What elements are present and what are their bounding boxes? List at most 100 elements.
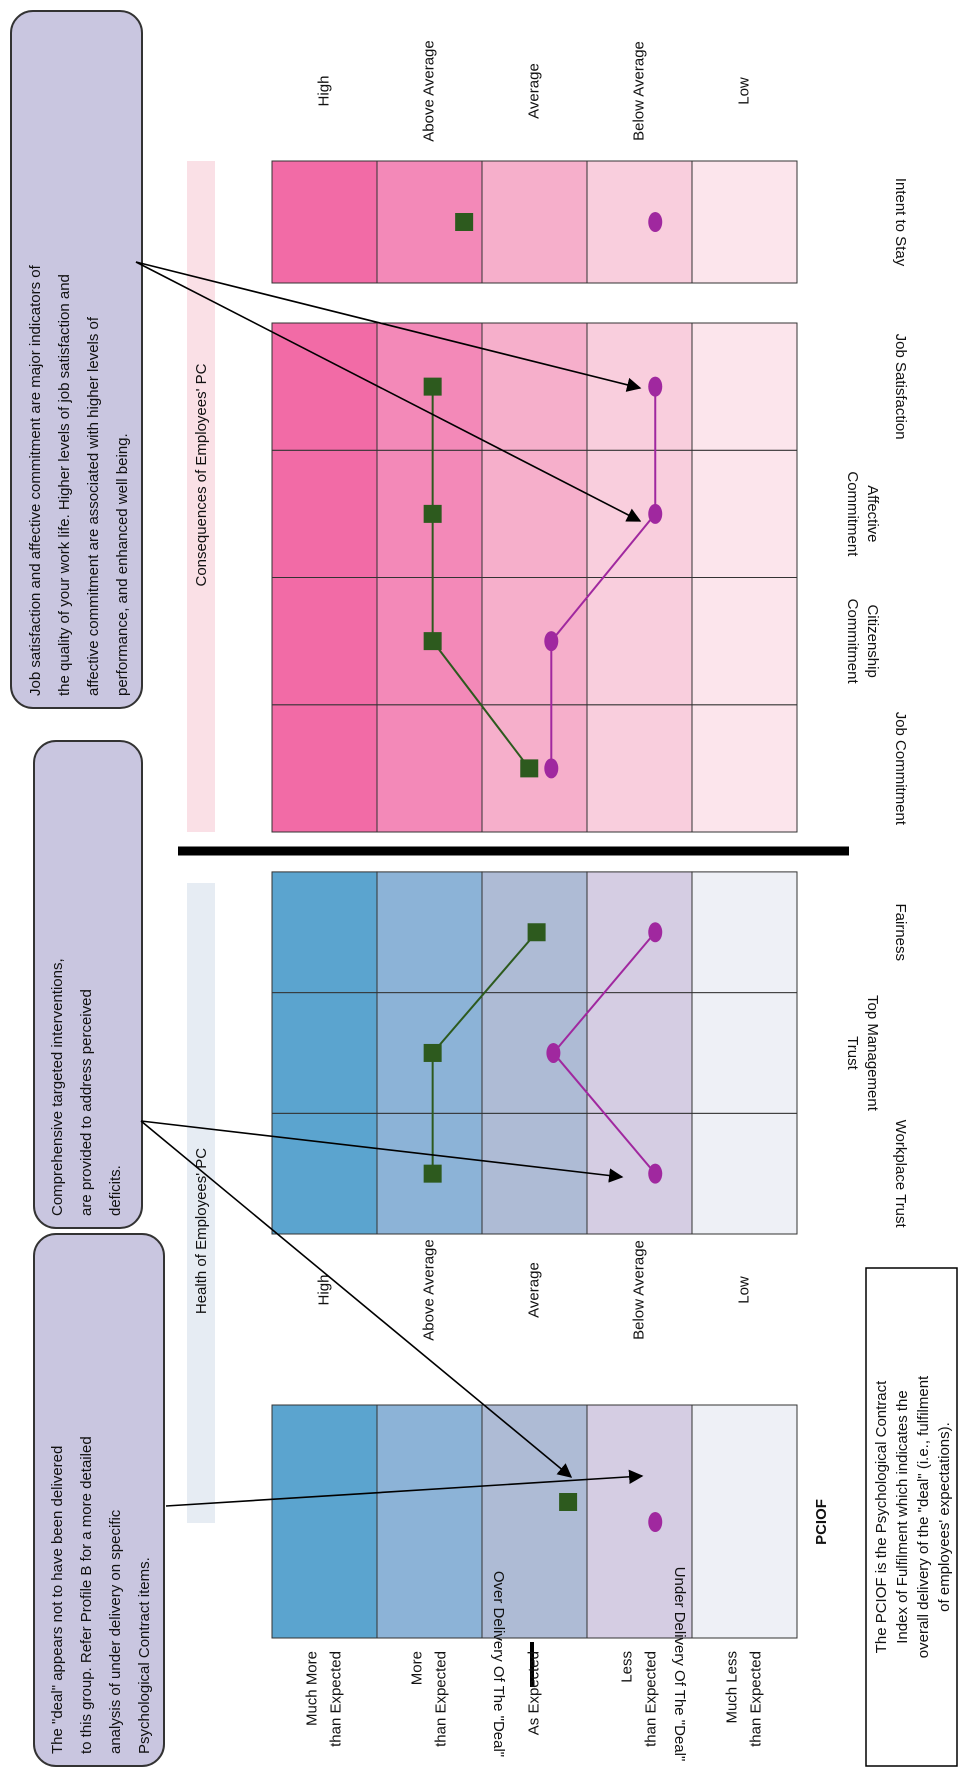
dot-marker xyxy=(648,376,663,397)
consequences-header-band xyxy=(187,161,215,832)
pciof-label: PCIOF xyxy=(813,1499,830,1545)
category-label-group: Job Commitment xyxy=(892,712,909,826)
pciof-level-label-line: As Expected xyxy=(525,1651,542,1735)
square-marker xyxy=(423,1043,442,1062)
health-cell xyxy=(271,992,378,1114)
dot-marker xyxy=(544,631,559,652)
arrow xyxy=(165,1469,644,1507)
callout-box xyxy=(33,1233,165,1767)
category-label-line: Affective xyxy=(864,485,881,542)
dot-marker xyxy=(648,503,663,524)
consequence-cell xyxy=(481,449,588,578)
pciof-level-label: Much Less than Expected xyxy=(723,1651,764,1747)
pciof-level-label: More than Expected xyxy=(408,1651,449,1747)
callout-text-line: Comprehensive targeted interventions, xyxy=(49,958,66,1216)
pciof-cell xyxy=(691,1404,798,1639)
health-cell xyxy=(376,871,483,994)
consequence-cell xyxy=(271,449,378,578)
consequence-cell xyxy=(691,449,798,578)
callout-text: Comprehensive targeted interventions, are… xyxy=(49,958,124,1216)
health-title: Health of Employees' PC xyxy=(193,1148,210,1314)
callout-text-line: to this group. Refer Profile B for a mor… xyxy=(78,1436,95,1754)
consequence-cell xyxy=(481,577,588,706)
consequence-cell xyxy=(586,322,693,451)
callout-text-line: are provided to address perceived xyxy=(78,989,95,1216)
category-label-line: Top Management xyxy=(864,995,881,1112)
pciof-level-label-line: than Expected xyxy=(642,1651,659,1747)
category-label-line: Commitment xyxy=(844,599,861,685)
landscape-frame: High Above Average Average Below Average Low… xyxy=(10,10,958,1767)
callout-box xyxy=(10,10,143,709)
category-label: Workplace Trust xyxy=(892,1120,909,1229)
callout-text: The "deal" appears not to have been deli… xyxy=(49,1436,153,1754)
callout-text-line: affective commitment are associated with… xyxy=(85,316,102,696)
category-label-line: Trust xyxy=(844,1036,861,1070)
dot-marker xyxy=(544,758,559,779)
category-label-group: CitizenshipCommitment xyxy=(844,599,881,685)
category-label-group: Intent to Stay xyxy=(892,178,909,267)
callout-text-line: the quality of your work life. Higher le… xyxy=(56,274,73,696)
note-text-line: Index of Fulfilment which indicates the xyxy=(894,1390,911,1643)
level-label: High xyxy=(315,1275,332,1306)
note-text-line: overall delivery of the "deal" (i.e., fu… xyxy=(915,1375,932,1658)
category-label-group: Job Satisfaction xyxy=(892,334,909,440)
consequence-cell xyxy=(691,322,798,451)
consequence-cell xyxy=(481,322,588,451)
square-marker xyxy=(423,504,442,523)
pciof-level-label-line: Less xyxy=(618,1651,635,1683)
callout-text-line: The "deal" appears not to have been deli… xyxy=(49,1446,66,1754)
pciof-cell xyxy=(271,1404,378,1639)
level-label: Average xyxy=(525,63,542,119)
pciof-level-label-line: Much More xyxy=(303,1651,320,1726)
health-cell xyxy=(586,1112,693,1235)
consequences-title: Consequences of Employees' PC xyxy=(193,363,210,586)
square-marker xyxy=(423,1164,442,1183)
note-text: The PCIOF is the Psychological Contract I… xyxy=(873,1375,953,1658)
dot-marker xyxy=(648,212,663,232)
consequence-cell xyxy=(376,704,483,833)
pciof-level-label: Less than Expected xyxy=(618,1651,659,1747)
callout-text-line: performance, and enhanced well being. xyxy=(114,433,131,696)
level-label: Low xyxy=(735,1276,752,1304)
arrow xyxy=(135,261,642,392)
pciof-level-label-line: than Expected xyxy=(432,1651,449,1747)
category-label: Job Commitment xyxy=(892,712,909,826)
level-label: Low xyxy=(735,77,752,105)
consequence-cell xyxy=(586,577,693,706)
health-cell xyxy=(691,1112,798,1235)
dot-marker xyxy=(648,1163,663,1184)
pciof-level-label-line: More xyxy=(408,1651,425,1685)
category-label: Top ManagementTrust xyxy=(844,995,881,1112)
note-text-line: The PCIOF is the Psychological Contract xyxy=(873,1380,890,1653)
health-cell xyxy=(691,992,798,1114)
intent-cell xyxy=(586,160,693,284)
series-line xyxy=(431,386,531,769)
category-label-line: Commitment xyxy=(844,471,861,557)
consequence-cell xyxy=(691,704,798,833)
category-label-group: Top ManagementTrust xyxy=(844,995,881,1112)
note-text-line: of employees' expectations). xyxy=(936,1422,953,1612)
pciof-level-label-line: than Expected xyxy=(747,1651,764,1747)
legend-text: Under Delivery Of The "Deal" xyxy=(671,1567,688,1762)
square-marker xyxy=(423,632,442,651)
dot-marker xyxy=(648,1512,663,1532)
category-label: AffectiveCommitment xyxy=(844,471,881,557)
category-label: CitizenshipCommitment xyxy=(844,599,881,685)
category-label-line: Fairness xyxy=(892,903,909,961)
square-marker xyxy=(520,759,539,778)
level-label: Below Average xyxy=(630,41,647,141)
category-label-group: Workplace Trust xyxy=(892,1120,909,1229)
consequence-cell xyxy=(271,704,378,833)
health-cell xyxy=(586,992,693,1114)
intent-cell xyxy=(481,160,588,284)
intent-cell xyxy=(691,160,798,284)
category-label: Intent to Stay xyxy=(892,178,909,267)
pciof-level-label-line: than Expected xyxy=(327,1651,344,1747)
arrow xyxy=(140,1120,573,1478)
health-header-band xyxy=(187,883,215,1523)
level-label: Below Average xyxy=(630,1240,647,1340)
dot-marker xyxy=(648,922,663,943)
category-label-line: Intent to Stay xyxy=(892,178,909,267)
series-line xyxy=(550,386,657,769)
health-cell xyxy=(691,871,798,994)
